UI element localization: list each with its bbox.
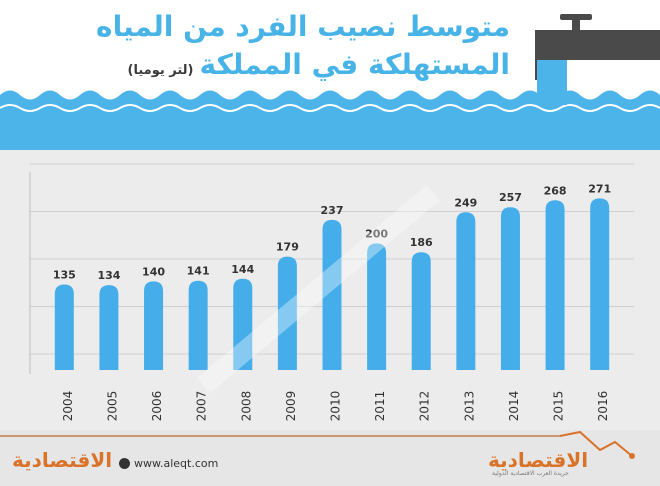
bar-2014 bbox=[500, 207, 520, 370]
data-label-2010: 237 bbox=[321, 204, 344, 217]
footer-decoration bbox=[0, 430, 635, 459]
bar-2009 bbox=[277, 256, 297, 370]
data-label-2004: 135 bbox=[53, 269, 76, 282]
x-tick-2011: 2011 bbox=[373, 391, 387, 422]
bar-2006 bbox=[144, 281, 164, 370]
bar-2005 bbox=[99, 285, 119, 370]
faucet-icon bbox=[535, 14, 660, 105]
water-scene bbox=[0, 14, 660, 150]
data-label-2015: 268 bbox=[544, 184, 567, 197]
bar-2011 bbox=[367, 243, 387, 370]
x-tick-2013: 2013 bbox=[462, 391, 476, 422]
logo-right: الاقتصادية bbox=[488, 448, 589, 472]
title-line-2-text: المستهلكة في المملكة bbox=[199, 48, 511, 81]
bar-2007 bbox=[188, 280, 208, 370]
bar-2004 bbox=[54, 284, 74, 370]
data-label-2016: 271 bbox=[588, 182, 611, 195]
logo-subtitle: جريدة العرب الاقتصادية الدولية bbox=[492, 470, 569, 477]
bar-2015 bbox=[545, 200, 565, 370]
data-label-2007: 141 bbox=[187, 265, 210, 278]
x-tick-2004: 2004 bbox=[61, 391, 75, 422]
data-label-2006: 140 bbox=[142, 265, 165, 278]
x-tick-2007: 2007 bbox=[195, 391, 209, 422]
data-label-2014: 257 bbox=[499, 191, 522, 204]
logo-left: الاقتصادية bbox=[12, 448, 113, 472]
footer bbox=[0, 430, 660, 486]
bar-2013 bbox=[456, 212, 476, 370]
header: متوسط نصيب الفرد من المياه المستهلكة في … bbox=[0, 0, 660, 150]
data-label-2013: 249 bbox=[454, 196, 477, 209]
title-line-1: متوسط نصيب الفرد من المياه bbox=[96, 10, 510, 43]
bar-2012 bbox=[411, 252, 431, 370]
bar-2008 bbox=[233, 278, 253, 370]
x-tick-2016: 2016 bbox=[596, 391, 610, 422]
data-label-2012: 186 bbox=[410, 236, 433, 249]
x-tick-2008: 2008 bbox=[239, 391, 253, 422]
title-line-2: المستهلكة في المملكة (لتر يوميا) bbox=[128, 48, 510, 81]
website-link[interactable]: www.aleqt.com bbox=[134, 457, 219, 470]
x-tick-2014: 2014 bbox=[507, 391, 521, 422]
x-tick-2012: 2012 bbox=[418, 391, 432, 422]
bar-2016 bbox=[590, 198, 610, 370]
data-label-2009: 179 bbox=[276, 241, 299, 254]
data-labels: 135 134 140 141 144 179 237 200 186 249 257 268 271 bbox=[53, 182, 611, 282]
x-tick-2005: 2005 bbox=[105, 391, 119, 422]
data-label-2011: 200 bbox=[365, 227, 388, 240]
data-label-2008: 144 bbox=[231, 263, 254, 276]
bars bbox=[54, 198, 610, 370]
x-tick-labels: 2004 2005 2006 2007 2008 2009 2010 2011 2012 2013… bbox=[61, 391, 610, 422]
x-tick-2015: 2015 bbox=[552, 391, 566, 422]
x-tick-2009: 2009 bbox=[284, 391, 298, 422]
data-label-2005: 134 bbox=[97, 269, 120, 282]
bar-2010 bbox=[322, 219, 342, 370]
x-tick-2010: 2010 bbox=[329, 391, 343, 422]
unit-label: (لتر يوميا) bbox=[127, 63, 194, 78]
globe-icon bbox=[119, 458, 130, 469]
x-tick-2006: 2006 bbox=[150, 391, 164, 422]
